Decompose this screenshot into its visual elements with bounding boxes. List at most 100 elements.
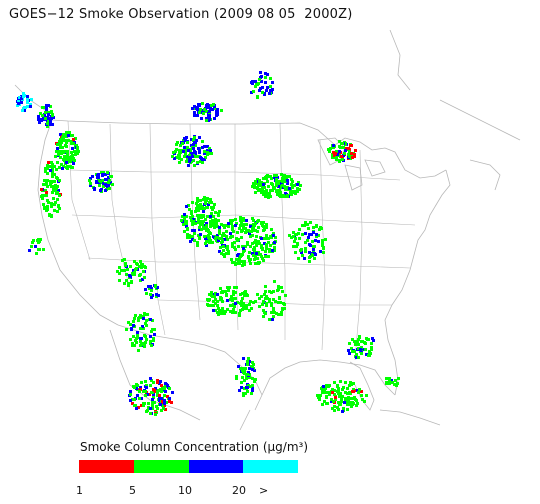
- smoke-pixel: [262, 309, 265, 312]
- smoke-pixel: [338, 395, 341, 398]
- smoke-pixel: [339, 146, 342, 149]
- smoke-pixel: [234, 302, 237, 305]
- smoke-pixel: [290, 178, 293, 181]
- smoke-pixel: [346, 408, 349, 411]
- smoke-pixel: [251, 217, 254, 220]
- smoke-pixel: [331, 153, 334, 156]
- smoke-pixel: [188, 154, 191, 157]
- smoke-pixel: [250, 307, 253, 310]
- smoke-pixel: [266, 86, 269, 89]
- smoke-pixel: [218, 309, 221, 312]
- smoke-pixel: [269, 235, 272, 238]
- gulf-coast: [254, 359, 396, 411]
- smoke-pixel: [153, 389, 156, 392]
- smoke-pixel: [164, 385, 167, 388]
- smoke-pixel: [214, 298, 217, 301]
- smoke-pixel: [41, 197, 44, 200]
- smoke-pixel: [223, 238, 226, 241]
- smoke-pixel: [288, 234, 291, 237]
- smoke-pixel: [142, 317, 145, 320]
- smoke-pixel: [148, 393, 151, 396]
- smoke-pixel: [319, 226, 322, 229]
- smoke-pixel: [144, 335, 147, 338]
- smoke-pixel: [347, 349, 350, 352]
- smoke-pixel: [313, 245, 316, 248]
- smoke-pixel: [152, 381, 155, 384]
- smoke-pixel: [187, 204, 190, 207]
- smoke-pixel: [214, 211, 217, 214]
- smoke-pixel: [229, 232, 232, 235]
- smoke-pixel: [140, 343, 143, 346]
- smoke-pixel: [204, 242, 207, 245]
- smoke-pixel: [62, 139, 65, 142]
- smoke-pixel: [270, 182, 273, 185]
- smoke-pixel: [18, 96, 21, 99]
- smoke-pixel: [253, 369, 256, 372]
- smoke-pixel: [190, 212, 193, 215]
- smoke-pixel: [281, 290, 284, 293]
- smoke-pixel: [205, 119, 208, 122]
- smoke-pixel: [336, 385, 339, 388]
- smoke-pixel: [157, 389, 160, 392]
- smoke-pixel: [194, 144, 197, 147]
- smoke-pixel: [196, 200, 199, 203]
- smoke-pixel: [255, 83, 258, 86]
- smoke-pixel: [206, 206, 209, 209]
- smoke-pixel: [260, 183, 263, 186]
- smoke-pixel: [46, 125, 49, 128]
- smoke-pixel: [42, 203, 45, 206]
- smoke-pixel: [145, 319, 148, 322]
- smoke-pixel: [277, 185, 280, 188]
- smoke-pixel: [257, 219, 260, 222]
- smoke-pixel: [159, 388, 162, 391]
- smoke-pixel: [260, 255, 263, 258]
- smoke-pixel: [198, 149, 201, 152]
- smoke-pixel: [55, 168, 58, 171]
- smoke-pixel: [175, 143, 178, 146]
- smoke-pixel: [57, 189, 60, 192]
- smoke-pixel: [211, 224, 214, 227]
- smoke-pixel: [127, 284, 130, 287]
- smoke-pixel: [307, 236, 310, 239]
- smoke-pixel: [344, 143, 347, 146]
- smoke-pixel: [218, 210, 221, 213]
- smoke-pixel: [223, 312, 226, 315]
- smoke-pixel: [129, 275, 132, 278]
- smoke-pixel: [336, 390, 339, 393]
- smoke-pixel: [175, 156, 178, 159]
- smoke-pixel: [247, 229, 250, 232]
- smoke-pixel: [279, 301, 282, 304]
- smoke-pixel: [266, 73, 269, 76]
- smoke-pixel: [89, 184, 92, 187]
- smoke-pixel: [278, 189, 281, 192]
- smoke-pixel: [357, 391, 360, 394]
- smoke-pixel: [368, 350, 371, 353]
- smoke-pixel: [258, 305, 261, 308]
- smoke-pixel: [200, 228, 203, 231]
- smoke-pixel: [66, 155, 69, 158]
- smoke-pixel: [140, 266, 143, 269]
- smoke-pixel: [229, 310, 232, 313]
- smoke-pixel: [225, 252, 228, 255]
- smoke-pixel: [243, 370, 246, 373]
- smoke-pixel: [198, 206, 201, 209]
- smoke-pixel: [192, 147, 195, 150]
- smoke-pixel: [18, 98, 21, 101]
- smoke-pixel: [371, 337, 374, 340]
- smoke-pixel: [226, 299, 229, 302]
- smoke-pixel: [388, 377, 391, 380]
- smoke-pixel: [273, 176, 276, 179]
- smoke-pixel: [364, 348, 367, 351]
- smoke-pixel: [274, 300, 277, 303]
- smoke-pixel: [251, 365, 254, 368]
- smoke-pixel: [367, 338, 370, 341]
- smoke-pixel: [66, 165, 69, 168]
- smoke-pixel: [350, 397, 353, 400]
- smoke-pixel: [51, 191, 54, 194]
- smoke-pixel: [365, 353, 368, 356]
- smoke-pixel: [170, 401, 173, 404]
- smoke-pixel: [65, 141, 68, 144]
- smoke-pixel: [136, 331, 139, 334]
- smoke-pixel: [217, 214, 220, 217]
- smoke-pixel: [190, 210, 193, 213]
